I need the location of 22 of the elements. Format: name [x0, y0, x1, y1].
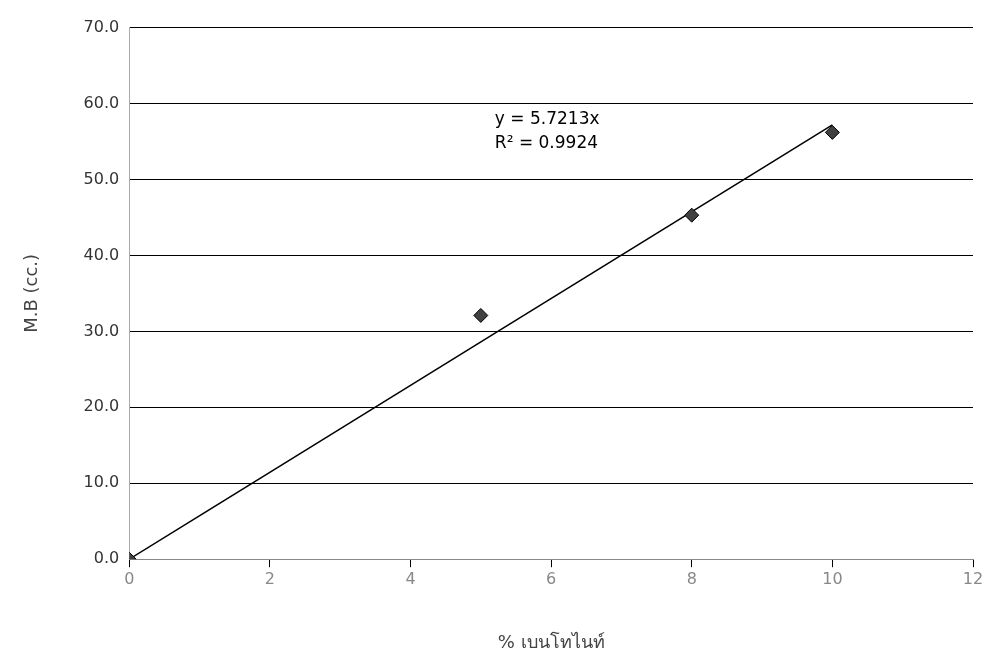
point [473, 307, 489, 323]
x-tick-label: 2 [264, 568, 275, 588]
y-tick-label: 70.0 [83, 16, 120, 36]
annotation: R² = 0.9924 [494, 132, 599, 153]
x-axis-title: % เบนโทไนท์ [497, 630, 605, 652]
y-tick-label: 60.0 [83, 92, 120, 112]
x-tick-label: 6 [546, 568, 557, 588]
y-axis-title: M.B (cc.) [20, 253, 42, 333]
x-tick-label: 12 [962, 568, 984, 588]
y-tick-label: 30.0 [83, 320, 120, 340]
annotation: y = 5.7213x [494, 108, 600, 129]
y-tick-label: 10.0 [83, 472, 120, 492]
y-tick-label: 0.0 [93, 548, 120, 568]
x-tick-label: 0 [124, 568, 135, 588]
point [684, 207, 700, 223]
x-tick-label: 10 [822, 568, 843, 588]
point [824, 124, 840, 140]
y-tick-label: 20.0 [83, 396, 120, 416]
x-tick-label: 8 [686, 568, 697, 588]
y-tick-label: 50.0 [83, 168, 120, 188]
x-tick-label: 4 [405, 568, 416, 588]
y-tick-label: 40.0 [83, 244, 120, 264]
